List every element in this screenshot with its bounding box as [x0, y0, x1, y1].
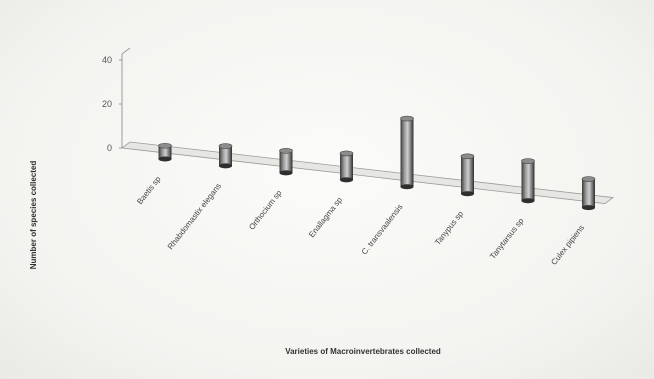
- bar-cap: [401, 116, 414, 121]
- chart-floor: [122, 142, 613, 204]
- category-label: C. transvaalensis: [360, 202, 405, 256]
- bar-cap: [522, 159, 535, 164]
- bar-body: [582, 179, 595, 208]
- category-label: Rhabdomastix elegans: [166, 182, 223, 252]
- bar: [461, 154, 474, 196]
- bar-base: [340, 177, 353, 182]
- bar-body: [401, 119, 414, 187]
- category-label: Tanypus sp: [433, 209, 465, 247]
- bar-body: [461, 156, 474, 193]
- bar-cap: [461, 154, 474, 159]
- bar: [219, 144, 232, 169]
- bar: [340, 151, 353, 182]
- bar-base: [219, 163, 232, 168]
- bar-cap: [219, 144, 232, 149]
- bars: [159, 116, 596, 210]
- y-tick-label: 40: [102, 55, 112, 65]
- bar-cap: [340, 151, 353, 156]
- bar-body: [219, 146, 232, 166]
- labels: 0 20 40 Baetis sp Rhabdomastix elegans Orthoc…: [29, 55, 586, 356]
- bar-base: [401, 184, 414, 189]
- category-label: Culex pipiens: [549, 223, 586, 266]
- bar-cap: [280, 148, 293, 153]
- bar-body: [522, 161, 535, 201]
- bar-base: [461, 191, 474, 196]
- category-label: Tanytarsus sp: [488, 216, 526, 261]
- bar-base: [159, 156, 172, 161]
- category-label: Baetis sp: [135, 174, 163, 206]
- y-axis-title: Number of species collected: [29, 161, 38, 270]
- bar: [401, 116, 414, 189]
- bar: [582, 177, 595, 211]
- axes: [119, 48, 613, 204]
- y-tick-label: 0: [107, 143, 112, 153]
- bar: [280, 148, 293, 175]
- bar: [159, 143, 172, 161]
- bar-cap: [159, 143, 172, 148]
- y-axis-depth-line: [122, 48, 130, 54]
- x-axis-title: Varieties of Macroinvertebrates collecte…: [285, 347, 441, 356]
- bar-base: [582, 205, 595, 210]
- bar-body: [340, 153, 353, 179]
- bar: [522, 159, 535, 204]
- bar-cap: [582, 177, 595, 182]
- category-label: Enallagma sp: [307, 195, 344, 239]
- category-label: Orthocium sp: [247, 188, 284, 231]
- bar-base: [280, 170, 293, 175]
- bar-body: [280, 151, 293, 173]
- y-tick-label: 20: [102, 99, 112, 109]
- bar-base: [522, 198, 535, 203]
